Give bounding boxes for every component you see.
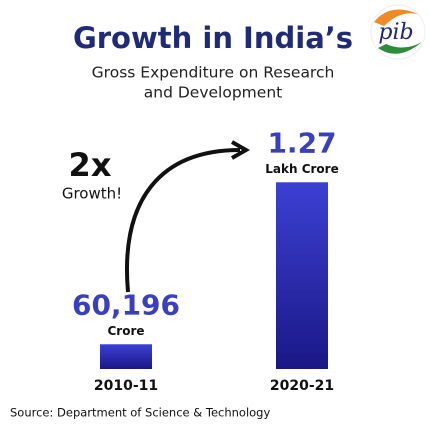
logo-text: pib [378,20,413,45]
annotation: 2x [69,146,112,184]
x-tick-label: 2010-11 [94,378,158,394]
subtitle: Gross Expenditure on Research [92,64,335,82]
x-tick-label: 2020-21 [270,378,334,394]
bar [100,344,152,369]
annotation: Growth! [62,185,122,203]
chart-title: Growth in India’s [73,21,353,55]
value-label: 60,196 [72,288,180,321]
logo: pib [370,4,426,60]
unit-label: Crore [107,324,144,338]
unit-label: Lakh Crore [265,162,338,176]
value-label: 1.27 [267,126,336,159]
source: Source: Department of Science & Technolo… [10,406,270,420]
bar [276,182,328,369]
growth-arrow [125,140,251,293]
subtitle: and Development [144,84,282,102]
